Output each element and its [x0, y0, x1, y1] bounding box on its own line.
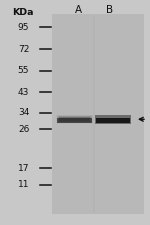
Bar: [59, 117, 90, 122]
Text: B: B: [106, 5, 113, 15]
Text: 95: 95: [18, 23, 29, 32]
Text: 11: 11: [18, 180, 29, 189]
Bar: [57, 116, 92, 123]
Text: 17: 17: [18, 164, 29, 173]
Bar: [57, 118, 92, 123]
Text: 34: 34: [18, 108, 29, 117]
Bar: [95, 115, 130, 124]
Text: KDa: KDa: [12, 8, 34, 17]
Text: 26: 26: [18, 125, 29, 134]
Bar: [58, 117, 91, 122]
Text: 72: 72: [18, 45, 29, 54]
Bar: [96, 118, 130, 123]
Bar: [57, 115, 93, 123]
Bar: [58, 116, 91, 122]
Bar: [59, 117, 90, 121]
Text: 55: 55: [18, 66, 29, 75]
Text: 43: 43: [18, 88, 29, 97]
Text: A: A: [75, 5, 82, 15]
Bar: [56, 115, 93, 124]
Bar: [58, 116, 92, 122]
Bar: [52, 14, 144, 214]
